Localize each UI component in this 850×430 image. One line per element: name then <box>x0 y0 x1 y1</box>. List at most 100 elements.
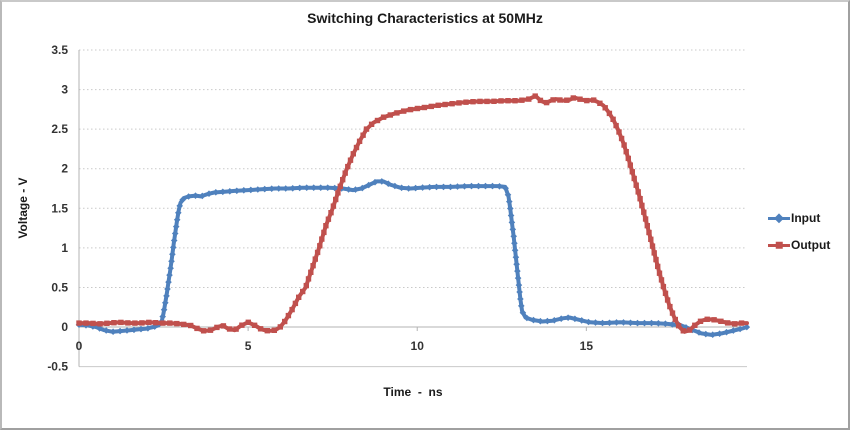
series-marker-input <box>169 251 176 258</box>
legend-label-input: Input <box>791 211 821 225</box>
series-marker-input <box>109 328 117 335</box>
series-marker-output <box>118 319 124 326</box>
series-marker-input <box>743 323 751 331</box>
series-marker-input <box>419 184 426 191</box>
series-marker-input <box>96 325 103 332</box>
series-marker-output <box>277 324 283 330</box>
legend-item-input: Input <box>768 207 830 229</box>
series-marker-input <box>199 192 206 200</box>
series-marker-input <box>173 216 181 223</box>
series-marker-output <box>374 117 381 124</box>
series-marker-input <box>730 327 737 334</box>
series-marker-input <box>240 187 248 194</box>
series-marker-output <box>233 326 239 332</box>
series-marker-input <box>116 327 124 335</box>
series-marker-output <box>667 303 673 310</box>
series-marker-input <box>102 327 110 334</box>
series-marker-output <box>584 97 590 104</box>
series-marker-input <box>514 267 521 275</box>
series-marker-output <box>139 320 145 326</box>
series-marker-input <box>426 183 433 191</box>
series-marker-output <box>613 122 619 129</box>
series-marker-input <box>514 274 522 282</box>
series-marker-output <box>537 97 544 104</box>
series-marker-input <box>317 184 324 191</box>
series-marker-output <box>602 105 608 111</box>
y-tick-label: 3.5 <box>51 43 68 57</box>
series-marker-output <box>76 320 82 326</box>
series-marker-input <box>504 191 512 199</box>
series-marker-output <box>194 325 200 332</box>
series-marker-output <box>220 323 227 329</box>
x-tick-label: 5 <box>245 339 252 353</box>
y-tick-label: 0.5 <box>51 280 68 294</box>
series-marker-output <box>637 196 643 202</box>
series-marker-input <box>247 186 255 194</box>
series-marker-output <box>651 250 657 256</box>
series-marker-input <box>513 260 520 268</box>
series-marker-input <box>205 190 213 197</box>
series-marker-output <box>305 276 312 282</box>
series-marker-output <box>282 318 288 325</box>
series-marker-output <box>353 144 360 151</box>
series-marker-output <box>718 318 724 324</box>
series-marker-output <box>631 175 637 182</box>
series-marker-output <box>160 320 166 326</box>
series-marker-output <box>368 121 375 127</box>
series-marker-input <box>398 184 405 192</box>
series-marker-output <box>289 306 295 313</box>
series-marker-input <box>515 281 523 289</box>
series-marker-input <box>192 192 199 199</box>
series-marker-output <box>532 93 538 99</box>
x-tick-label: 15 <box>580 339 594 353</box>
series-marker-output <box>646 229 652 236</box>
series-marker-output <box>512 98 518 104</box>
series-marker-input <box>530 316 537 324</box>
series-marker-input <box>599 319 606 327</box>
series-marker-input <box>268 185 275 192</box>
series-marker-output <box>90 320 96 327</box>
series-marker-output <box>505 98 511 104</box>
series-marker-output <box>401 108 407 114</box>
series-marker-output <box>207 327 214 333</box>
series-marker-output <box>337 183 343 189</box>
series-marker-input <box>736 325 744 333</box>
series-marker-input <box>510 233 517 240</box>
series-marker-input <box>172 223 180 230</box>
series-marker-output <box>323 223 329 229</box>
series-marker-input <box>709 331 716 338</box>
series-marker-output <box>257 326 264 332</box>
square-icon <box>775 241 783 249</box>
series-marker-output <box>704 316 710 322</box>
series-marker-output <box>686 327 693 333</box>
series-marker-input <box>310 184 317 191</box>
series-marker-input <box>296 184 303 192</box>
series-marker-output <box>271 327 277 333</box>
input-series-marker-icon <box>768 213 790 223</box>
series-marker-output <box>188 322 194 329</box>
series-marker-output <box>363 126 370 132</box>
series-marker-output <box>732 321 738 327</box>
series-marker-output <box>625 155 631 162</box>
series-marker-output <box>226 326 233 332</box>
series-marker-output <box>319 236 325 242</box>
series-marker-input <box>212 189 220 196</box>
series-marker-input <box>412 184 419 192</box>
series-marker-input <box>176 202 183 210</box>
series-marker-input <box>507 205 514 212</box>
series-marker-input <box>164 285 171 293</box>
series-marker-output <box>350 151 356 157</box>
series-marker-input <box>345 186 352 193</box>
series-marker-input <box>171 230 179 237</box>
series-marker-output <box>387 112 393 118</box>
series-marker-input <box>282 185 289 192</box>
series-marker-input <box>166 271 173 279</box>
series-marker-output <box>345 163 351 170</box>
series-marker-output <box>347 157 354 163</box>
series-marker-input <box>185 193 192 200</box>
series-marker-output <box>394 110 400 116</box>
series-marker-input <box>447 183 454 191</box>
series-marker-output <box>591 97 597 103</box>
series-marker-input <box>162 299 169 307</box>
